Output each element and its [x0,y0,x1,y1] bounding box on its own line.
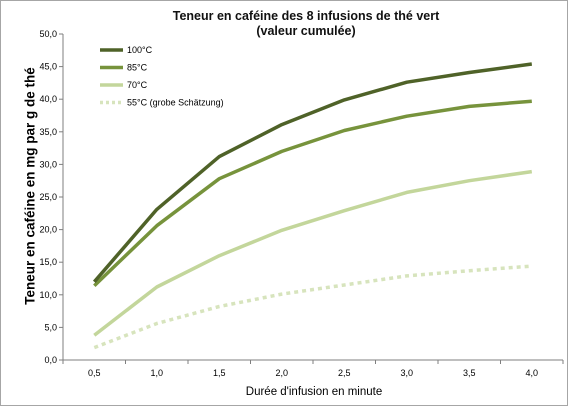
legend-label-0: 100°C [127,45,153,55]
x-tick-label: 1,5 [213,368,226,378]
y-tick-label: 0,0 [44,355,57,365]
x-tick-label: 0,5 [88,368,101,378]
y-tick-label: 45,0 [39,62,57,72]
chart-title-line1: Teneur en caféine des 8 infusions de thé… [172,9,440,23]
series-line-2 [93,169,533,337]
legend-label-3: 55°C (grobe Schätzung) [127,98,224,108]
x-tick-label: 1,0 [150,368,163,378]
chart-title: Teneur en caféine des 8 infusions de thé… [61,9,551,39]
legend-label-2: 70°C [127,80,148,90]
chart-title-line2: (valeur cumulée) [256,24,356,38]
x-tick-label: 3,5 [463,368,476,378]
series-line-3 [93,264,532,350]
y-tick-label: 20,0 [39,225,57,235]
y-tick-label: 30,0 [39,159,57,169]
y-tick-label: 35,0 [39,127,57,137]
x-tick-label: 2,5 [338,368,351,378]
x-axis-label: Durée d'infusion en minute [245,386,383,398]
x-tick-label: 4,0 [525,368,538,378]
series-line-0 [92,62,533,283]
y-tick-label: 10,0 [39,290,57,300]
x-tick-label: 2,0 [275,368,288,378]
y-tick-label: 25,0 [39,192,57,202]
y-tick-label: 40,0 [39,94,57,104]
x-tick-label: 3,0 [400,368,413,378]
series-line-1 [93,99,532,287]
legend-label-1: 85°C [127,63,148,73]
y-tick-label: 15,0 [39,257,57,267]
y-tick-label: 5,0 [44,322,57,332]
y-tick-label: 50,0 [39,29,57,39]
